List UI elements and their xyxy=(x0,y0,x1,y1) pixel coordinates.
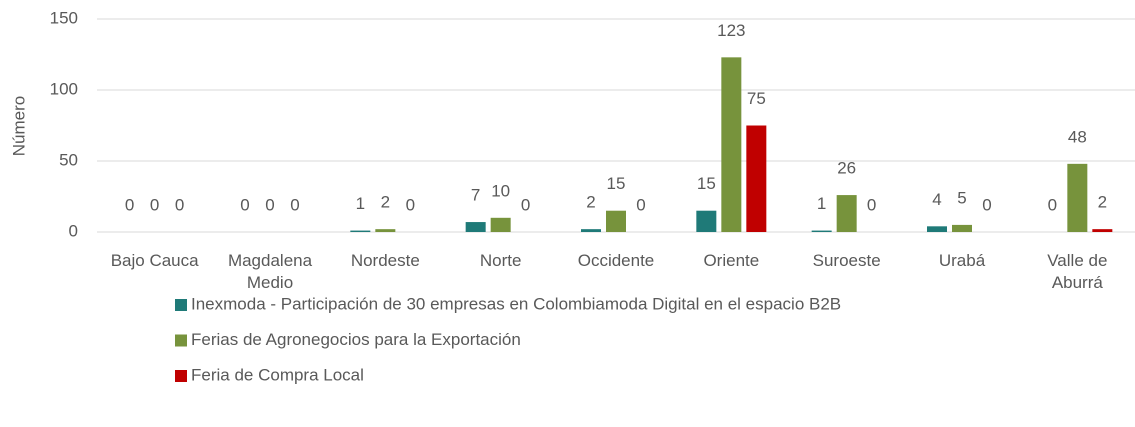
data-label: 0 xyxy=(636,195,645,214)
bar xyxy=(465,222,486,232)
data-label: 48 xyxy=(1068,127,1087,146)
data-label: 10 xyxy=(491,181,510,200)
bar xyxy=(1067,163,1088,232)
data-label: 2 xyxy=(1098,193,1107,212)
x-tick-label: Nordeste xyxy=(350,251,420,270)
data-label: 0 xyxy=(125,195,134,214)
x-tick-label: Valle de Aburrá xyxy=(1047,251,1108,292)
data-label: 123 xyxy=(717,21,745,40)
y-tick-label: 0 xyxy=(69,221,78,240)
legend-swatch xyxy=(175,334,187,347)
bar xyxy=(606,210,626,232)
data-label: 0 xyxy=(150,195,159,214)
legend-label: Ferias de Agronegocios para la Exportaci… xyxy=(191,330,521,349)
x-tick-label: Magdalena Medio xyxy=(227,251,313,292)
data-label: 0 xyxy=(867,195,876,214)
data-label: 15 xyxy=(697,174,716,193)
data-label: 2 xyxy=(381,193,390,212)
data-label: 0 xyxy=(175,195,184,214)
bar xyxy=(952,224,972,232)
bar xyxy=(927,226,947,232)
data-label: 4 xyxy=(932,190,941,209)
y-tick-label: 150 xyxy=(50,8,78,27)
data-label: 0 xyxy=(406,195,415,214)
x-tick-label: Occidente xyxy=(577,251,655,270)
data-label: 0 xyxy=(265,195,274,214)
bar xyxy=(696,210,717,232)
data-label: 75 xyxy=(747,89,766,108)
bar xyxy=(746,125,767,232)
bar xyxy=(811,230,832,232)
data-label: 0 xyxy=(240,195,249,214)
bar xyxy=(375,229,396,232)
bar xyxy=(836,195,857,232)
bar xyxy=(1092,229,1113,232)
x-tick-label: Norte xyxy=(479,251,522,270)
x-tick-label: Bajo Cauca xyxy=(110,251,199,270)
bar xyxy=(490,217,511,232)
legend-label: Feria de Compra Local xyxy=(191,365,364,384)
data-label: 0 xyxy=(521,195,530,214)
legend-swatch xyxy=(175,299,187,311)
data-label: 7 xyxy=(471,186,480,205)
x-tick-label: Urabá xyxy=(938,251,986,270)
y-axis-label: Número xyxy=(9,96,28,156)
bar xyxy=(350,230,371,232)
y-tick-label: 100 xyxy=(50,79,78,98)
data-label: 2 xyxy=(586,193,595,212)
data-label: 0 xyxy=(1048,195,1057,214)
data-label: 26 xyxy=(837,159,856,178)
data-label: 0 xyxy=(982,195,991,214)
data-label: 0 xyxy=(290,195,299,214)
bar xyxy=(721,57,742,233)
bar xyxy=(581,229,601,232)
legend-swatch xyxy=(175,370,187,382)
data-label: 5 xyxy=(957,188,966,207)
y-tick-label: 50 xyxy=(59,150,78,169)
legend-label: Inexmoda - Participación de 30 empresas … xyxy=(191,294,841,313)
x-tick-label: Oriente xyxy=(703,251,760,270)
data-label: 15 xyxy=(607,174,626,193)
x-tick-label: Suroeste xyxy=(812,251,881,270)
data-label: 1 xyxy=(817,194,826,213)
data-label: 1 xyxy=(356,194,365,213)
